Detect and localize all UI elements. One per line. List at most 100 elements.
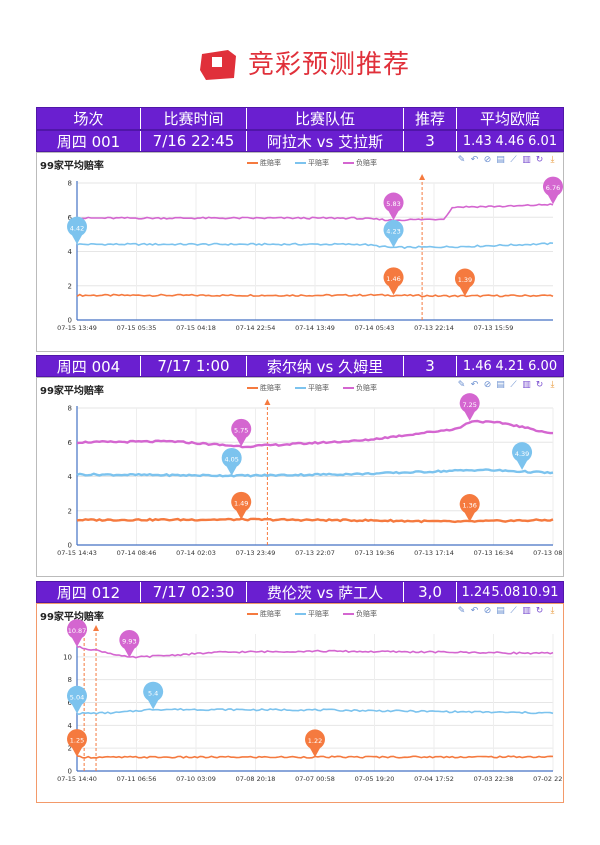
legend-item-lose[interactable]: 负赔率 (343, 609, 377, 619)
x-tick-label: 07-14 22:54 (236, 324, 276, 332)
data-label-win: 1.46 (383, 267, 404, 295)
x-tick-label: 07-13 17:14 (414, 549, 454, 557)
line-chart-icon[interactable]: ⟋ (510, 380, 517, 390)
legend-item-draw[interactable]: 平赔率 (295, 158, 329, 168)
x-tick-label: 07-10 03:09 (176, 775, 216, 783)
mark-clear-icon[interactable]: ⊘ (483, 380, 492, 390)
time-marker-arrow (93, 625, 100, 631)
mark-pen-icon[interactable]: ✎ (457, 380, 466, 390)
label-value: 7.25 (462, 401, 476, 409)
save-image-icon[interactable]: ⤓ (550, 155, 555, 165)
data-label-win: 1.22 (305, 729, 326, 758)
legend-label: 胜赔率 (260, 610, 281, 618)
bar-chart-icon[interactable]: ▥ (522, 155, 531, 165)
y-tick-label: 2 (68, 745, 72, 753)
label-pin (459, 393, 480, 421)
label-value: 5.4 (148, 689, 158, 697)
save-image-icon[interactable]: ⤓ (550, 606, 555, 616)
data-label-win: 1.25 (67, 729, 87, 757)
label-pin (543, 176, 563, 205)
x-tick-label: 07-13 08:08 (533, 549, 563, 557)
match-teams: 索尔纳 vs 久姆里 (247, 356, 404, 376)
data-label-lose: 7.25 (459, 393, 480, 421)
y-tick-label: 6 (68, 439, 73, 447)
label-value: 1.22 (308, 737, 322, 745)
chart-title: 99家平均赔率 (40, 612, 104, 623)
x-tick-label: 07-05 19:20 (355, 775, 395, 783)
mark-undo-icon[interactable]: ↶ (470, 155, 479, 165)
label-pin (459, 494, 480, 522)
data-label-draw: 4.05 (221, 447, 242, 476)
label-value: 1.46 (386, 275, 400, 283)
legend-swatch (295, 162, 306, 164)
legend-item-win[interactable]: 胜赔率 (247, 609, 281, 619)
chart-legend[interactable]: 胜赔率 平赔率 负赔率 (247, 609, 377, 619)
y-tick-label: 0 (68, 542, 72, 550)
line-chart-icon[interactable]: ⟋ (510, 155, 517, 165)
data-label-win: 1.36 (459, 494, 480, 522)
chart-plot-area: 0 2 4 6 8 10 07-15 14:40 07-11 06:56 07-10 03:09… (57, 619, 563, 783)
legend-swatch (343, 387, 354, 389)
odds-win: 1.43 (462, 133, 492, 149)
mark-clear-icon[interactable]: ⊘ (483, 155, 492, 165)
restore-icon[interactable]: ↻ (535, 380, 544, 390)
save-image-icon[interactable]: ⤓ (550, 380, 555, 390)
x-tick-label: 07-03 22:38 (474, 775, 514, 783)
label-value: 9.93 (122, 638, 136, 646)
legend-label: 负赔率 (356, 610, 377, 618)
mark-pen-icon[interactable]: ✎ (457, 606, 466, 616)
legend-item-win[interactable]: 胜赔率 (247, 383, 281, 393)
odds-win: 1.24 (461, 584, 491, 600)
label-value: 6.76 (546, 184, 560, 192)
y-tick-label: 6 (68, 214, 73, 222)
legend-item-lose[interactable]: 负赔率 (343, 383, 377, 393)
data-label-lose: 5.75 (231, 418, 252, 447)
match-number: 周四 012 (37, 582, 141, 602)
label-value: 1.36 (462, 502, 476, 510)
match-odds: 1.24 5.08 10.91 (457, 582, 563, 602)
label-value: 1.39 (458, 276, 472, 284)
label-value: 10.87 (68, 627, 87, 635)
bar-chart-icon[interactable]: ▥ (522, 380, 531, 390)
match-number: 周四 001 (37, 131, 141, 151)
chart-legend[interactable]: 胜赔率 平赔率 负赔率 (247, 158, 377, 168)
y-tick-label: 8 (68, 180, 72, 188)
label-value: 4.39 (515, 450, 529, 458)
legend-item-lose[interactable]: 负赔率 (343, 158, 377, 168)
chart-legend[interactable]: 胜赔率 平赔率 负赔率 (247, 383, 377, 393)
y-tick-label: 2 (68, 282, 72, 290)
legend-item-draw[interactable]: 平赔率 (295, 609, 329, 619)
match-odds: 1.43 4.46 6.01 (457, 131, 563, 151)
odds-lose: 10.91 (521, 584, 559, 600)
mark-pen-icon[interactable]: ✎ (457, 155, 466, 165)
data-label-lose: 6.76 (543, 176, 563, 205)
x-tick-label: 07-13 22:14 (414, 324, 454, 332)
data-label-lose: 9.93 (119, 629, 140, 658)
data-view-icon[interactable]: ▤ (496, 155, 505, 165)
mark-clear-icon[interactable]: ⊘ (483, 606, 492, 616)
restore-icon[interactable]: ↻ (535, 155, 544, 165)
y-tick-label: 8 (68, 676, 72, 684)
mark-undo-icon[interactable]: ↶ (470, 606, 479, 616)
legend-item-win[interactable]: 胜赔率 (247, 158, 281, 168)
restore-icon[interactable]: ↻ (535, 606, 544, 616)
series-line-win (76, 293, 554, 298)
x-tick-label: 07-13 15:59 (474, 324, 514, 332)
match-recommend: 3 (404, 131, 457, 151)
label-pin (383, 219, 404, 248)
data-view-icon[interactable]: ▤ (496, 380, 505, 390)
col-header-recommend: 推荐 (404, 108, 457, 129)
data-label-lose: 5.83 (383, 192, 404, 221)
col-header-match: 场次 (37, 108, 141, 129)
legend-item-draw[interactable]: 平赔率 (295, 383, 329, 393)
bar-chart-icon[interactable]: ▥ (522, 606, 531, 616)
line-chart-icon[interactable]: ⟋ (510, 606, 517, 616)
mark-undo-icon[interactable]: ↶ (470, 380, 479, 390)
col-header-time: 比赛时间 (141, 108, 247, 129)
data-label-draw: 4.39 (512, 442, 533, 470)
match-recommend: 3 (404, 356, 457, 376)
y-tick-label: 10 (63, 653, 72, 661)
data-view-icon[interactable]: ▤ (496, 606, 505, 616)
y-tick-label: 4 (68, 473, 73, 481)
series-line-lose (76, 203, 554, 222)
